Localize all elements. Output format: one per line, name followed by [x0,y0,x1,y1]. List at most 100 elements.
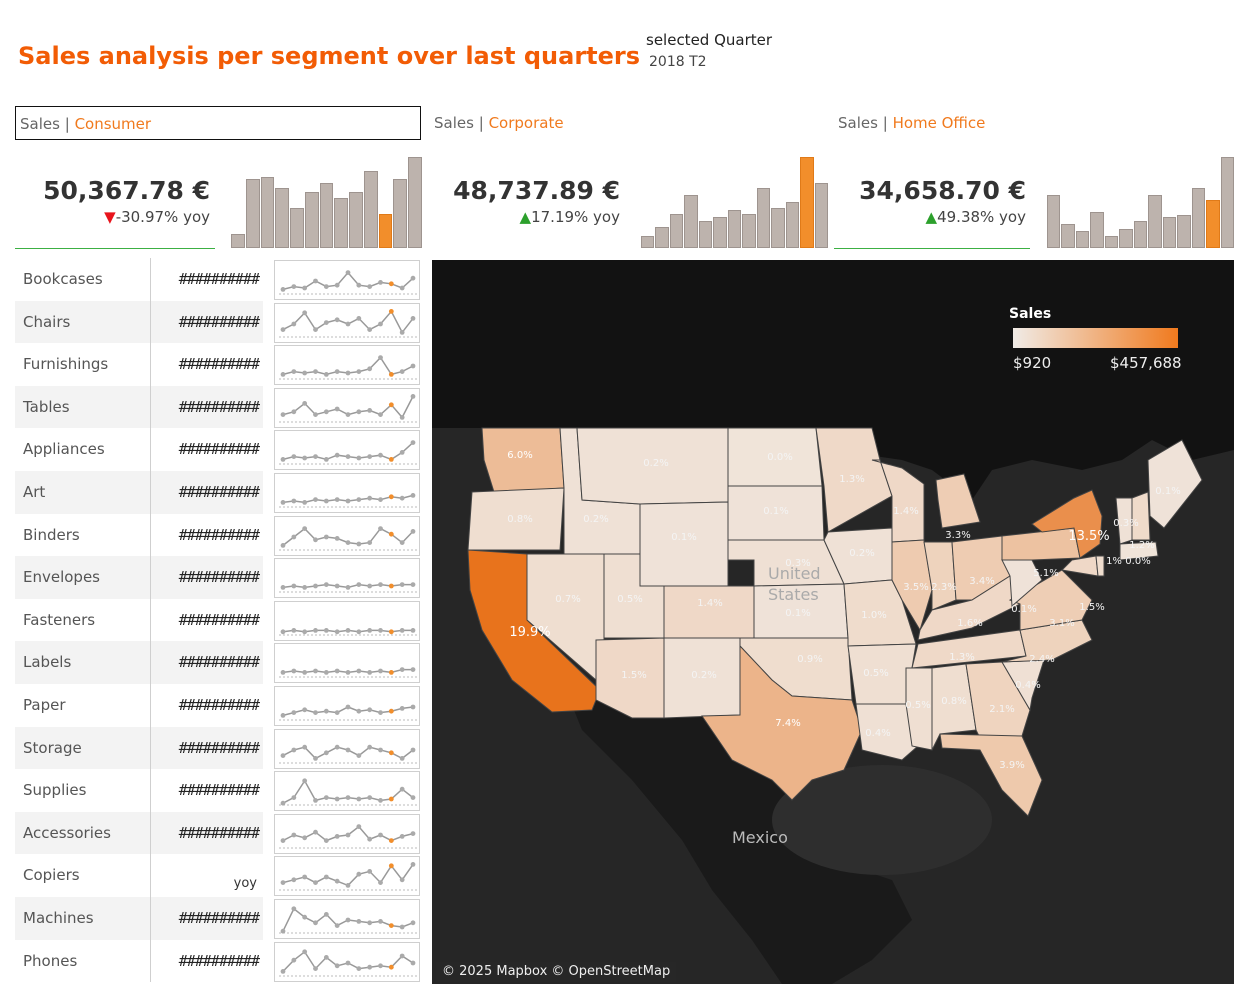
sparkline[interactable] [274,345,420,386]
table-row[interactable]: Envelopes ########## [15,556,263,599]
quarter-bar[interactable] [698,221,713,248]
state-de[interactable] [1095,555,1105,577]
quarter-bar[interactable] [742,214,756,248]
segment-header-home-office[interactable]: Sales | Home Office [834,106,1234,140]
table-row[interactable]: Fasteners ########## [15,599,263,642]
quarter-bar[interactable] [290,207,304,248]
segment-header-corporate[interactable]: Sales | Corporate [430,106,830,140]
quarter-bar[interactable] [684,195,698,248]
quarter-bar[interactable] [334,198,349,248]
state-share-label: 0.1% [785,608,810,619]
quarter-bar[interactable] [231,233,245,248]
table-row[interactable]: Machines ########## [15,897,263,940]
map-attribution[interactable]: © 2025 Mapbox © OpenStreetMap [436,962,677,982]
state-tx[interactable] [701,644,863,801]
quarter-bar[interactable] [1119,228,1133,248]
quarter-bar[interactable] [727,209,742,248]
table-row[interactable]: Furnishings ########## [15,343,263,386]
quarter-bar[interactable] [1191,188,1206,248]
table-row[interactable]: Phones ########## [15,940,263,983]
state-ma[interactable] [1119,541,1159,561]
state-or[interactable] [467,487,565,551]
quarter-bar[interactable] [245,178,260,248]
quarter-bar[interactable] [1220,156,1234,248]
state-la[interactable] [855,703,919,761]
quarter-bar[interactable] [1090,211,1104,248]
sparkline[interactable] [274,430,420,471]
sparkline[interactable] [274,771,420,812]
sparkline[interactable] [274,387,420,428]
sparkline[interactable] [274,813,420,854]
table-row[interactable]: Paper ########## [15,684,263,727]
quarter-bar[interactable] [275,188,290,248]
quarter-bar[interactable] [349,192,363,248]
quarter-bar-chart-corporate[interactable] [640,152,828,248]
table-row[interactable]: Appliances ########## [15,428,263,471]
quarter-bar[interactable] [378,214,393,248]
state-mi[interactable] [935,473,981,529]
state-ny[interactable] [1031,489,1103,559]
state-nh[interactable] [1131,491,1151,541]
table-row[interactable]: Storage ########## [15,726,263,770]
state-co[interactable] [663,585,755,639]
quarter-bar[interactable] [669,214,684,248]
sparkline[interactable] [274,600,420,641]
sparkline[interactable] [274,302,420,343]
sales-map[interactable]: 6.0% 0.8% 19.9% 0.7% 0.2% 0.2% 0.1% 0.5% 1.5% 1.4… [432,260,1234,984]
table-row[interactable]: Labels ########## [15,641,263,684]
state-fl[interactable] [939,733,1043,817]
quarter-bar[interactable] [1047,195,1061,248]
quarter-bar[interactable] [800,156,814,248]
quarter-bar[interactable] [260,176,275,248]
quarter-bar-chart-consumer[interactable] [230,152,422,248]
state-wy[interactable] [639,501,729,587]
state-al[interactable] [931,663,977,751]
table-row[interactable]: Art ########## [15,471,263,514]
map-canvas[interactable]: 6.0% 0.8% 19.9% 0.7% 0.2% 0.2% 0.1% 0.5% 1.5% 1.4… [432,260,1234,984]
table-row[interactable]: Supplies ########## [15,769,263,812]
quarter-bar[interactable] [393,178,408,248]
segment-header-consumer[interactable]: Sales | Consumer [15,106,421,140]
sparkline[interactable] [274,728,420,769]
quarter-bar[interactable] [1148,195,1162,248]
quarter-bar[interactable] [641,236,655,248]
quarter-bar[interactable] [408,156,422,248]
quarter-bar[interactable] [1104,236,1119,248]
sparkline[interactable] [274,260,420,300]
quarter-bar[interactable] [756,188,771,248]
sparkline[interactable] [274,515,420,556]
quarter-bar[interactable] [1177,215,1191,248]
quarter-bar[interactable] [363,171,378,248]
quarter-bar[interactable] [785,201,800,248]
quarter-bar[interactable] [1133,221,1148,248]
quarter-bar[interactable] [1075,230,1090,248]
state-me[interactable] [1147,439,1203,529]
quarter-bar[interactable] [304,192,319,248]
state-in[interactable] [923,541,957,611]
sparkline[interactable] [274,643,420,684]
table-row[interactable]: Bookcases ########## [15,258,263,301]
table-row[interactable]: Copiers yoy [15,854,263,897]
quarter-bar[interactable] [1061,224,1075,248]
table-row[interactable]: Chairs ########## [15,300,263,344]
sparkline[interactable] [274,941,420,982]
quarter-bar[interactable] [1162,217,1177,248]
sparkline[interactable] [274,899,420,939]
table-row[interactable]: Tables ########## [15,385,263,429]
sparkline[interactable] [274,856,420,897]
quarter-bar[interactable] [319,182,334,248]
quarter-bar[interactable] [713,217,727,248]
quarter-filter-value[interactable]: 2018 T2 [649,54,707,70]
table-row[interactable]: Binders ########## [15,514,263,557]
quarter-bar[interactable] [771,207,785,248]
sparkline[interactable] [274,558,420,599]
sparkline[interactable] [274,686,420,726]
quarter-bar[interactable] [655,226,669,248]
state-az[interactable] [595,637,665,719]
state-ms[interactable] [905,667,933,751]
table-row[interactable]: Accessories ########## [15,811,263,855]
quarter-bar[interactable] [1206,200,1220,248]
sparkline[interactable] [274,473,420,513]
quarter-bar[interactable] [814,182,828,248]
quarter-bar-chart-home-office[interactable] [1046,152,1234,248]
